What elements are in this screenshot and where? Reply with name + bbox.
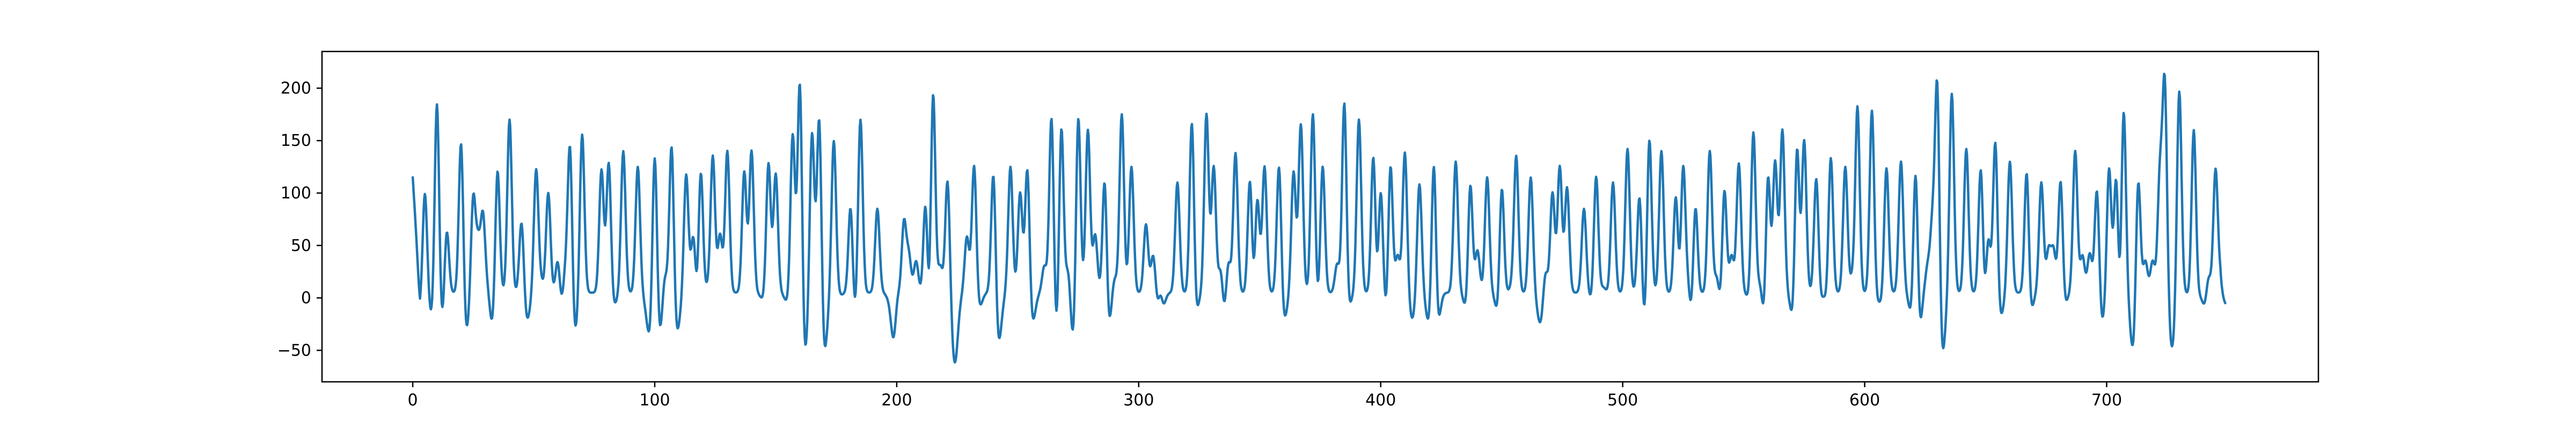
series-layer	[411, 72, 2227, 364]
x-tick-label: 100	[639, 391, 670, 410]
y-tick-label: 50	[291, 236, 311, 255]
x-tick-label: 400	[1365, 391, 1396, 410]
x-axis: 0 100 200 300 400 500 600 700	[408, 382, 2122, 410]
x-tick-label: 0	[408, 391, 418, 410]
axes-frame	[321, 50, 2319, 383]
y-tick-label: 0	[301, 289, 311, 308]
x-tick-label: 600	[1849, 391, 1880, 410]
x-tick-label: 700	[2091, 391, 2122, 410]
y-tick-label: 150	[281, 131, 311, 150]
x-tick-label: 200	[881, 391, 912, 410]
series-line-0	[411, 72, 2227, 364]
y-tick-label: −50	[277, 341, 311, 360]
y-axis: −50 0 50 100 150 200	[277, 79, 322, 360]
x-tick-label: 500	[1607, 391, 1638, 410]
y-tick-label: 200	[281, 79, 311, 98]
x-tick-label: 300	[1123, 391, 1154, 410]
y-tick-label: 100	[281, 184, 311, 203]
